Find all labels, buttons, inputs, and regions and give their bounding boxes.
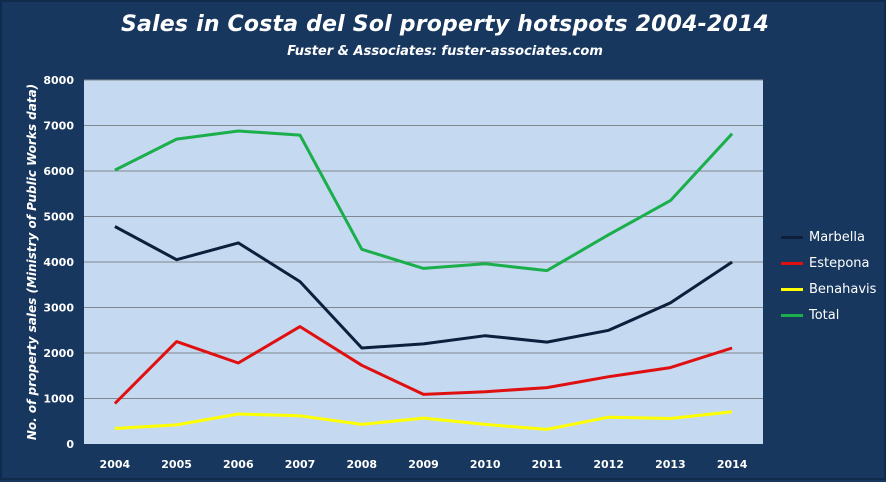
series-line-estepona (113, 325, 733, 405)
y-axis-ticks: 0 1000 2000 3000 4000 5000 6000 7000 8000 (43, 74, 74, 451)
chart-subtitle: Fuster & Associates: fuster-associates.c… (287, 44, 603, 59)
legend-swatch (781, 313, 803, 317)
legend-label: Total (809, 307, 840, 323)
y-tick-label: 8000 (43, 74, 74, 87)
gridlines (84, 79, 763, 399)
x-tick-label: 2005 (161, 458, 192, 471)
series-line-benahavis (114, 410, 733, 431)
series-lines (113, 129, 734, 431)
x-tick-label: 2004 (100, 458, 131, 471)
legend-label: Estepona (809, 255, 870, 271)
y-tick-label: 3000 (43, 302, 74, 315)
legend-item-estepona: Estepona (781, 250, 881, 276)
chart-title: Sales in Costa del Sol property hotspots… (120, 12, 770, 37)
series-line-total (114, 129, 734, 273)
x-axis-ticks: 2004 2005 2006 2007 2008 2009 2010 2011 2012 2013… (100, 458, 748, 471)
legend-item-marbella: Marbella (781, 224, 881, 250)
y-tick-label: 1000 (43, 393, 74, 406)
legend: Marbella Estepona Benahavis Total (781, 224, 881, 328)
x-tick-label: 2014 (717, 458, 748, 471)
x-tick-label: 2009 (408, 458, 439, 471)
x-tick-label: 2006 (223, 458, 254, 471)
y-tick-label: 2000 (43, 347, 74, 360)
y-tick-label: 0 (66, 438, 74, 451)
legend-swatch (781, 287, 803, 291)
series-line-marbella (114, 225, 733, 350)
legend-label: Benahavis (809, 281, 877, 297)
y-tick-label: 7000 (43, 120, 74, 133)
x-tick-label: 2010 (470, 458, 501, 471)
y-tick-label: 5000 (43, 211, 74, 224)
x-tick-label: 2007 (285, 458, 316, 471)
legend-item-total: Total (781, 302, 881, 328)
legend-label: Marbella (809, 229, 865, 245)
y-tick-label: 4000 (43, 256, 74, 269)
legend-swatch (781, 235, 803, 239)
y-tick-label: 6000 (43, 165, 74, 178)
x-tick-label: 2013 (655, 458, 686, 471)
legend-item-benahavis: Benahavis (781, 276, 881, 302)
legend-swatch (781, 261, 803, 265)
x-tick-label: 2008 (346, 458, 377, 471)
x-tick-label: 2011 (532, 458, 563, 471)
x-tick-label: 2012 (593, 458, 624, 471)
y-axis-label: No. of property sales (Ministry of Publi… (25, 84, 39, 440)
